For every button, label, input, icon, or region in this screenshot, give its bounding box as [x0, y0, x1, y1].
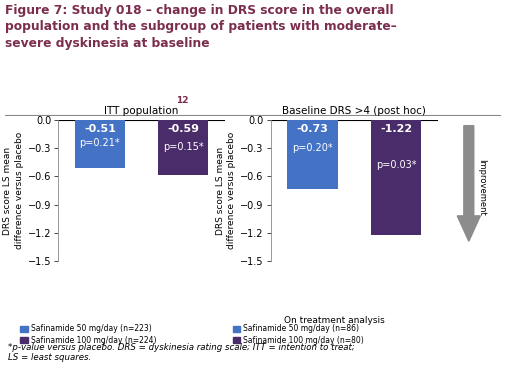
Text: Improvement: Improvement: [477, 159, 485, 216]
Title: ITT population: ITT population: [105, 106, 178, 117]
FancyArrow shape: [457, 126, 479, 241]
Text: On treatment analysis: On treatment analysis: [283, 315, 384, 325]
Bar: [75, 120, 125, 168]
Text: 12: 12: [176, 96, 188, 105]
Y-axis label: DRS score LS mean
difference versus placebo: DRS score LS mean difference versus plac…: [4, 132, 24, 249]
Text: -0.59: -0.59: [167, 124, 199, 134]
Bar: [370, 120, 420, 235]
Bar: [158, 120, 208, 176]
Text: p=0.21*: p=0.21*: [79, 138, 120, 149]
Text: -1.22: -1.22: [379, 124, 411, 134]
Text: Figure 7: Study 018 – change in DRS score in the overall
population and the subg: Figure 7: Study 018 – change in DRS scor…: [5, 4, 396, 50]
Bar: [287, 120, 337, 189]
Text: p=0.20*: p=0.20*: [291, 143, 332, 153]
Legend: Safinamide 50 mg/day (n=86), Safinamide 100 mg/day (n=80): Safinamide 50 mg/day (n=86), Safinamide …: [232, 324, 364, 344]
Text: p=0.03*: p=0.03*: [375, 160, 416, 170]
Title: Baseline DRS >4 (post hoc): Baseline DRS >4 (post hoc): [282, 106, 425, 117]
Text: *p-value versus placebo. DRS = dyskinesia rating scale; ITT = intention to treat: *p-value versus placebo. DRS = dyskinesi…: [8, 343, 353, 362]
Y-axis label: DRS score LS mean
difference versus placebo: DRS score LS mean difference versus plac…: [216, 132, 236, 249]
Legend: Safinamide 50 mg/day (n=223), Safinamide 100 mg/day (n=224): Safinamide 50 mg/day (n=223), Safinamide…: [20, 324, 156, 344]
Text: -0.51: -0.51: [84, 124, 116, 134]
Text: p=0.15*: p=0.15*: [163, 142, 204, 152]
Text: -0.73: -0.73: [296, 124, 328, 134]
